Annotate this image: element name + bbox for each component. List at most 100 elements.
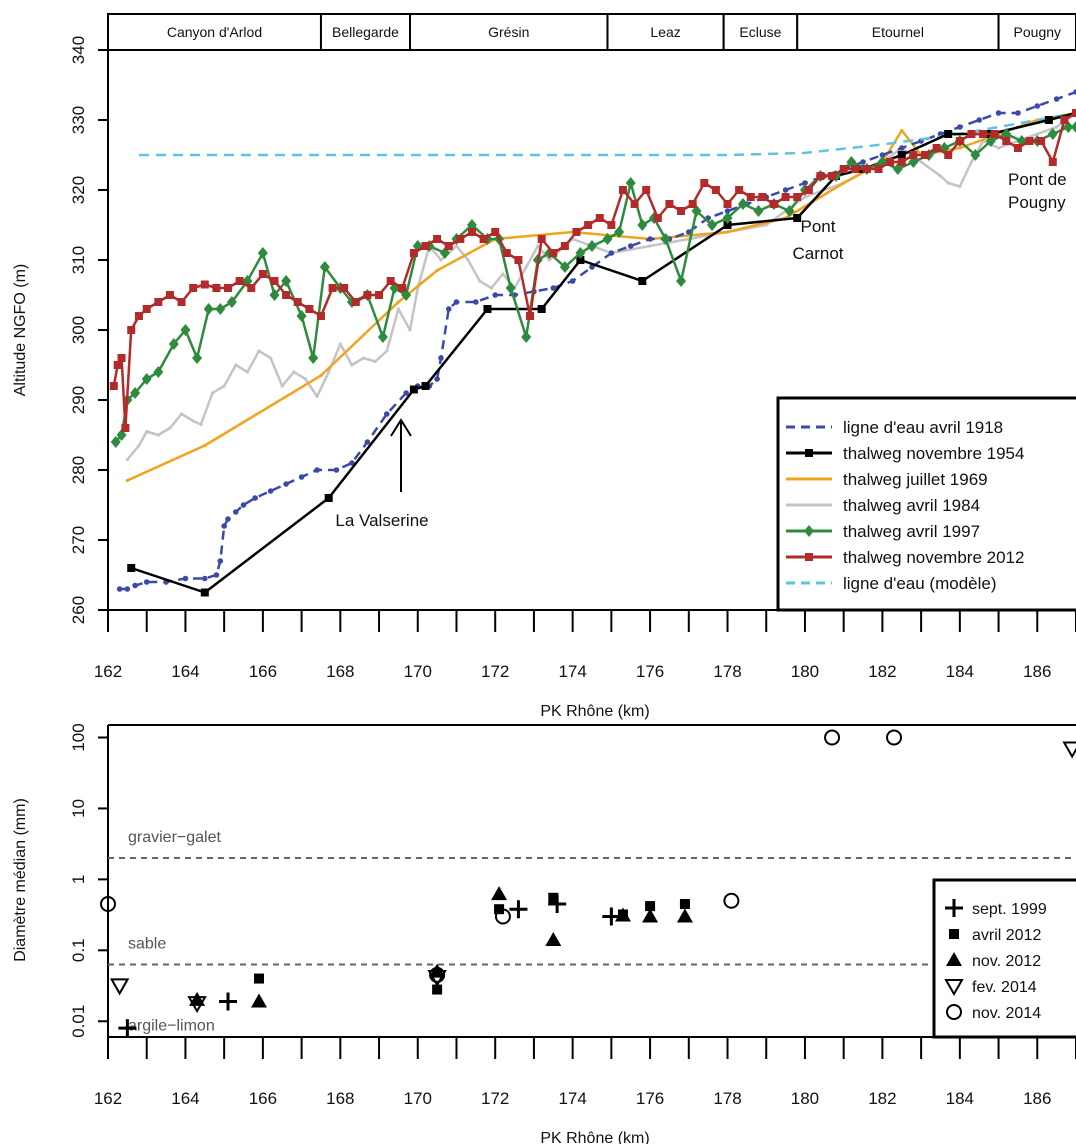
reach-bar: Canyon d'Arlod Bellegarde Grésin Leaz Ecluse… [107,13,1076,51]
series-ligne-d-eau-avril-1918 [116,89,1076,592]
data-point [127,326,136,334]
data-point [270,277,279,285]
data-point [328,284,337,292]
data-point [1037,137,1046,145]
data-point [898,145,905,151]
reach-label: Etournel [872,24,924,40]
y-tick-label: 100 [69,723,88,751]
data-point [932,144,941,152]
data-point [944,130,953,138]
data-point [202,575,208,582]
data-point [886,158,895,166]
data-point [203,443,207,448]
data-point [124,586,131,592]
data-point [688,200,697,208]
series-line [130,111,1076,594]
data-point [467,228,476,236]
data-point [550,285,557,291]
data-point [572,228,581,236]
data-point [435,268,439,273]
data-point [427,970,447,988]
reach-box [796,13,1000,51]
data-point [618,186,627,194]
data-point [764,223,768,227]
data-point [970,149,981,161]
x-tick-label: 174 [558,662,586,681]
data-point [466,258,470,262]
data-point [1013,144,1022,152]
data-point [109,978,130,996]
data-point [298,474,305,480]
data-point [537,235,546,243]
data-point [212,284,221,292]
data-point [828,172,837,180]
data-point [396,300,400,304]
data-point [168,426,172,430]
data-point [746,193,755,201]
data-point [1025,137,1034,145]
data-point [200,280,209,289]
data-point [976,117,982,123]
data-point [502,249,511,257]
data-point [491,886,508,901]
y-tick-label: 280 [69,456,88,484]
data-point [154,298,163,306]
data-point [483,305,492,313]
data-point [225,516,231,522]
plot-area [109,89,1076,597]
data-point [860,159,866,165]
legend: ligne d'eau avril 1918 thalweg novembre 1… [776,396,1076,612]
series-line [114,125,1076,443]
data-point [723,200,732,208]
data-point [723,221,732,229]
data-point [110,436,121,448]
legend-item-nov-2014: nov. 2014 [946,1004,1041,1022]
x-tick-label: 172 [481,662,509,681]
data-point [180,324,191,336]
data-point [456,235,465,243]
x-tick-label: 178 [713,1089,741,1108]
data-point [990,130,999,138]
annotation-pont-carnot-line1: Pont [801,217,836,236]
data-point [444,242,453,250]
data-point [324,494,333,502]
data-point [1073,89,1076,95]
data-point [232,509,239,515]
data-point [234,363,238,367]
reach-ecluse: Ecluse [722,13,799,51]
data-point [735,186,744,194]
plot-area [100,729,1076,1037]
reach-gr-sin: Grésin [409,13,609,51]
data-point [549,249,558,257]
legend-item-thalweg-avril-1997: thalweg avril 1997 [786,522,980,541]
data-point [118,1019,137,1037]
data-point [642,908,659,923]
y-axis-label: Diamètre médian (mm) [12,798,29,962]
data-point [524,265,528,269]
data-point [897,158,906,166]
data-point [938,174,943,178]
data-point [315,394,319,399]
y-tick-label: 300 [69,316,88,344]
x-tick-label: 174 [558,1089,586,1108]
legend-marker [804,525,814,537]
y-tick-label: 340 [69,36,88,64]
data-point [521,331,532,343]
y-tick-label: 0.01 [69,1005,88,1038]
reach-leaz: Leaz [606,13,725,51]
data-point [648,244,652,248]
legend-item-ligne-d-eau-avril-1918: ligne d'eau avril 1918 [786,418,1003,437]
data-point [677,207,686,215]
reach-box [107,13,322,51]
data-point [958,184,962,189]
data-point [210,391,215,395]
x-tick-label: 164 [171,662,199,681]
data-point [421,382,430,390]
data-point [303,377,308,381]
data-point [725,230,730,234]
data-point [445,306,452,312]
data-point [109,382,118,390]
data-point [782,187,789,193]
data-point [996,146,1001,150]
